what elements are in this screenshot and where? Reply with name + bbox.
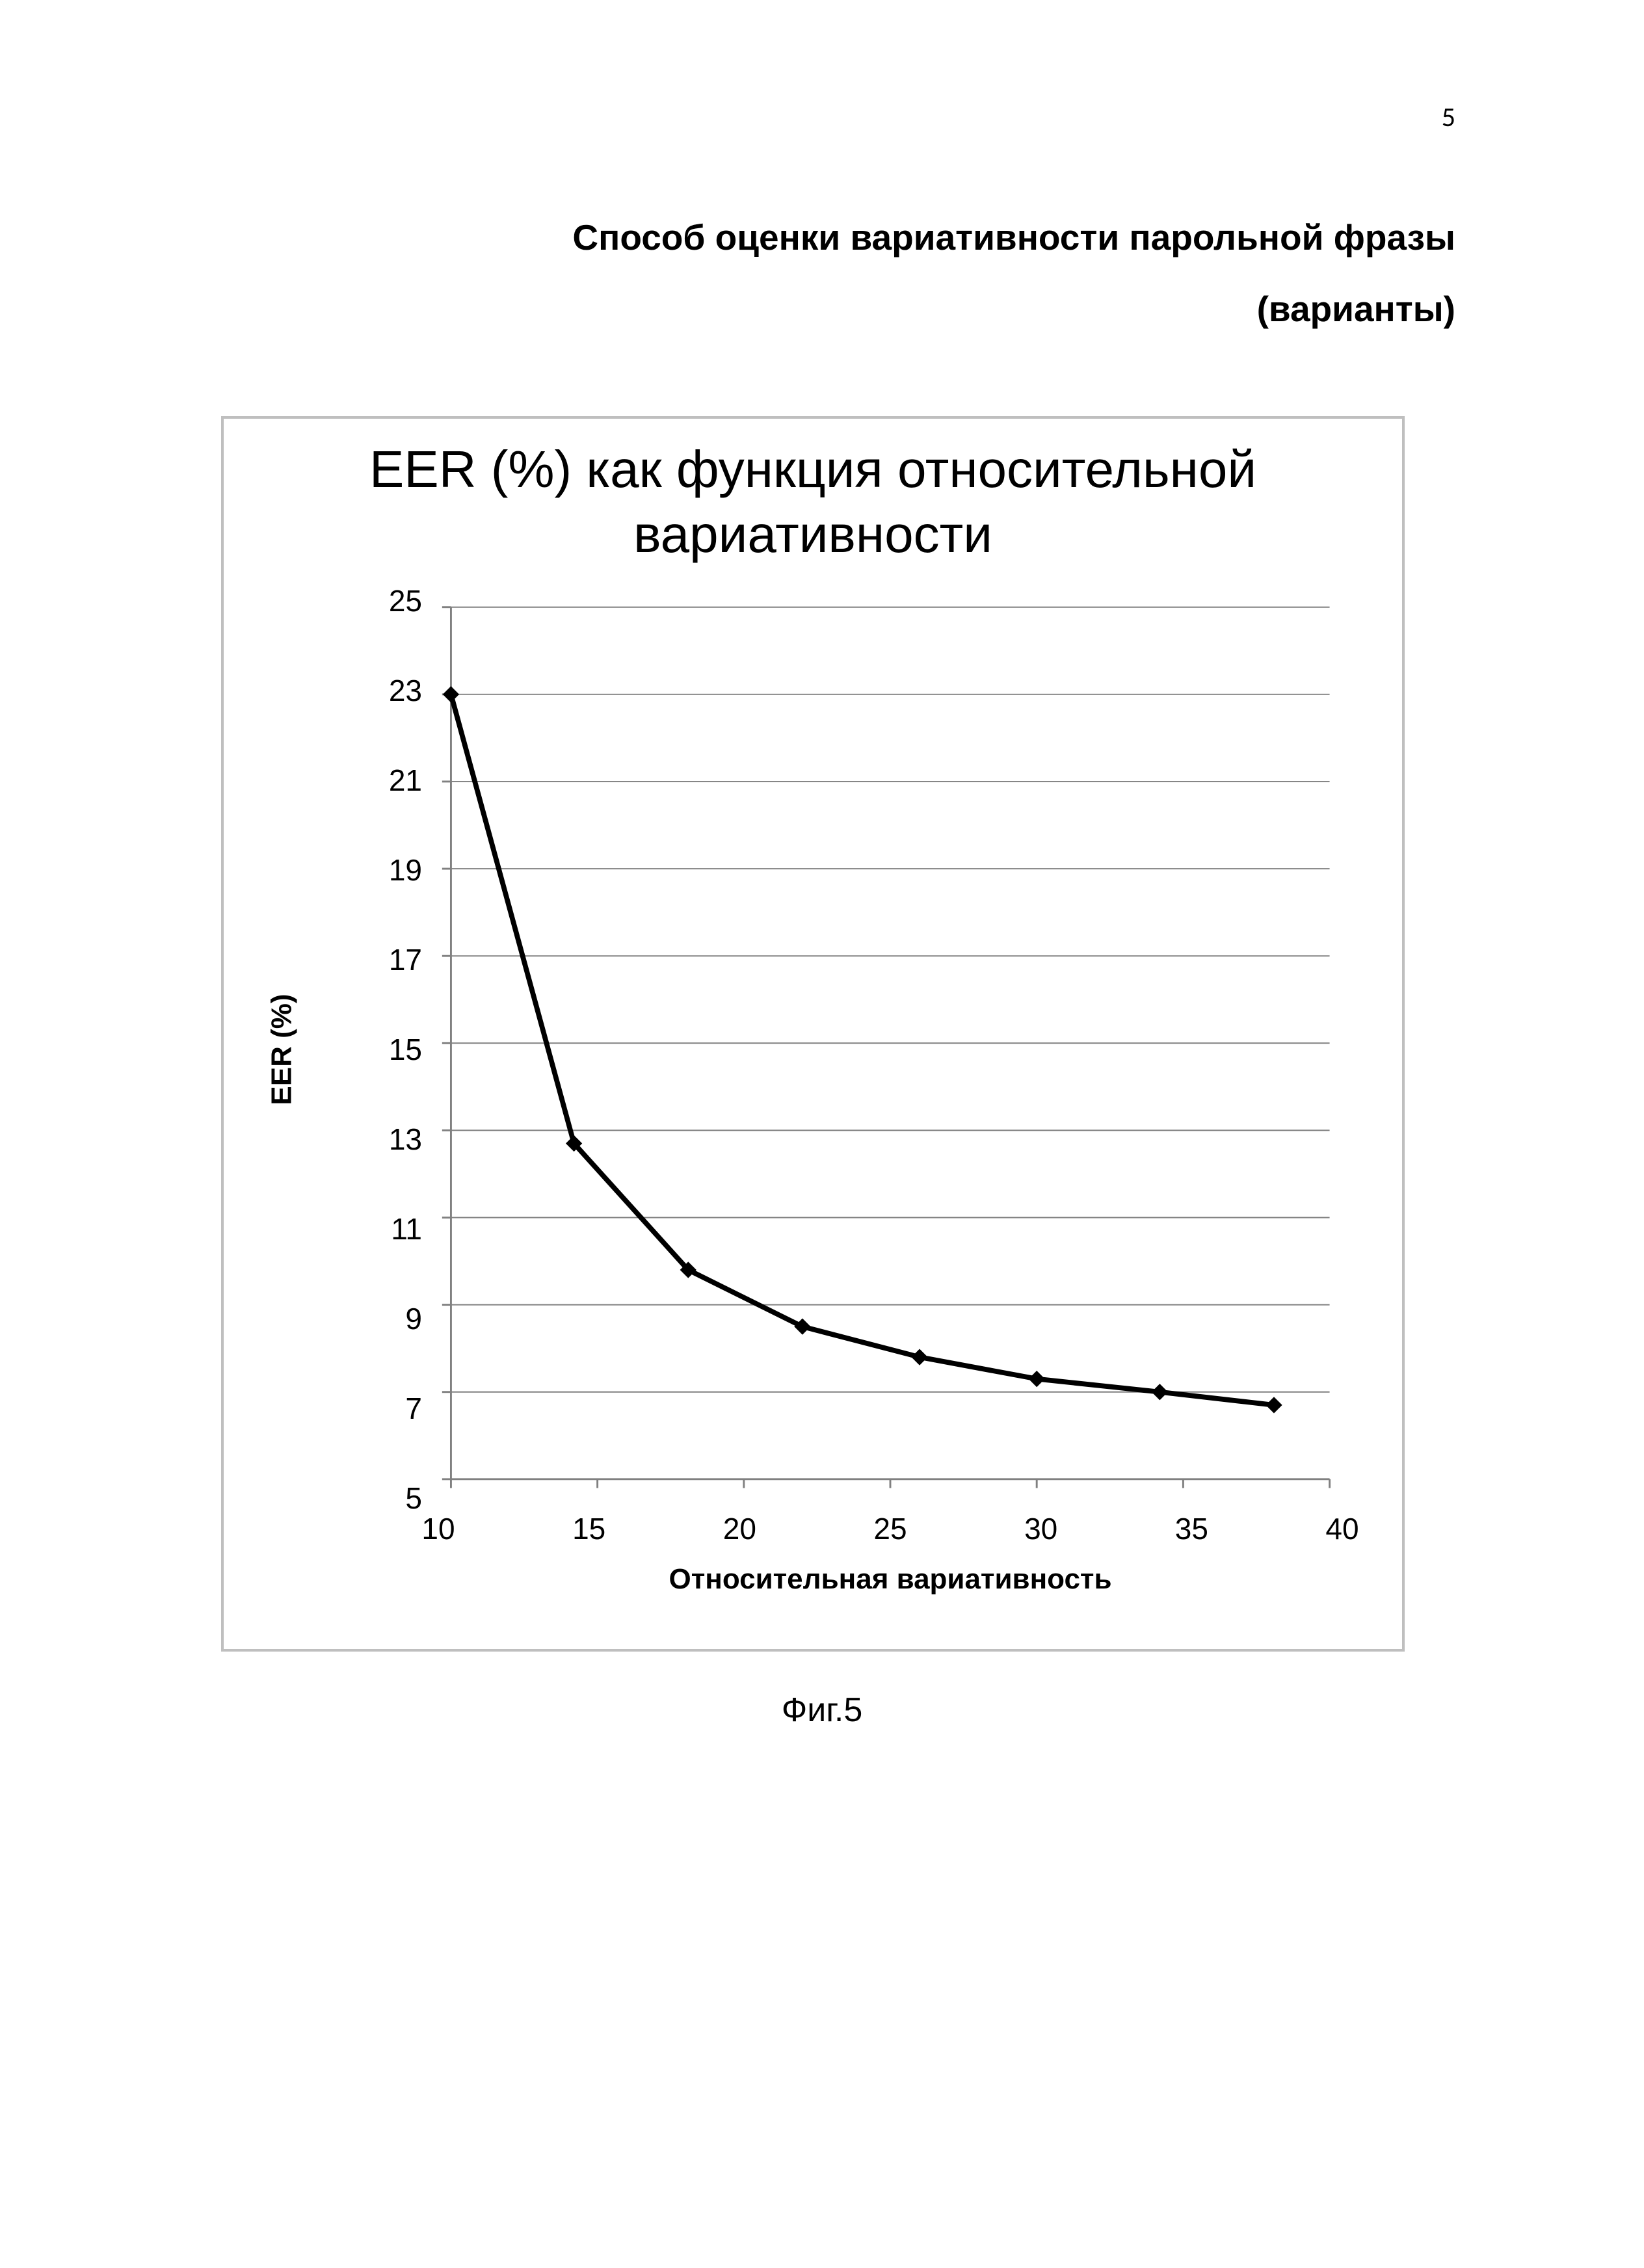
document-page: 5 Способ оценки вариативности парольной …	[0, 0, 1644, 2268]
y-tick-label: 17	[364, 942, 422, 977]
y-tick-label: 21	[364, 763, 422, 798]
y-tick-label: 5	[364, 1481, 422, 1516]
y-tick-label: 7	[364, 1391, 422, 1426]
x-axis-label: Относительная вариативность	[438, 1563, 1342, 1596]
x-tick-label: 10	[421, 1511, 455, 1546]
chart-svg	[438, 601, 1342, 1498]
title-line-1: Способ оценки вариативности парольной фр…	[572, 202, 1455, 273]
y-axis-label: EER (%)	[269, 601, 295, 1498]
x-tick-label: 30	[1024, 1511, 1057, 1546]
x-tick-label: 15	[572, 1511, 605, 1546]
x-tick-label: 20	[723, 1511, 756, 1546]
y-tick-label: 23	[364, 673, 422, 708]
chart-title-line-1: EER (%) как функция относительной	[369, 440, 1256, 498]
chart-title: EER (%) как функция относительной вариат…	[224, 437, 1402, 567]
y-axis-label-text: EER (%)	[266, 994, 298, 1105]
chart-title-line-2: вариативности	[633, 505, 992, 563]
plot-area	[438, 601, 1342, 1498]
y-tick-label: 13	[364, 1122, 422, 1157]
x-tick-label: 40	[1325, 1511, 1359, 1546]
y-tick-label: 25	[364, 583, 422, 618]
y-tick-label: 9	[364, 1301, 422, 1336]
document-title: Способ оценки вариативности парольной фр…	[572, 202, 1455, 345]
page-number: 5	[1442, 101, 1455, 134]
figure-caption: Фиг.5	[0, 1691, 1644, 1730]
y-tick-label: 11	[364, 1211, 422, 1246]
chart-container: EER (%) как функция относительной вариат…	[221, 416, 1405, 1652]
title-line-2: (варианты)	[572, 273, 1455, 345]
x-tick-label: 35	[1175, 1511, 1208, 1546]
y-tick-label: 19	[364, 852, 422, 888]
x-tick-label: 25	[873, 1511, 907, 1546]
y-tick-label: 15	[364, 1032, 422, 1067]
